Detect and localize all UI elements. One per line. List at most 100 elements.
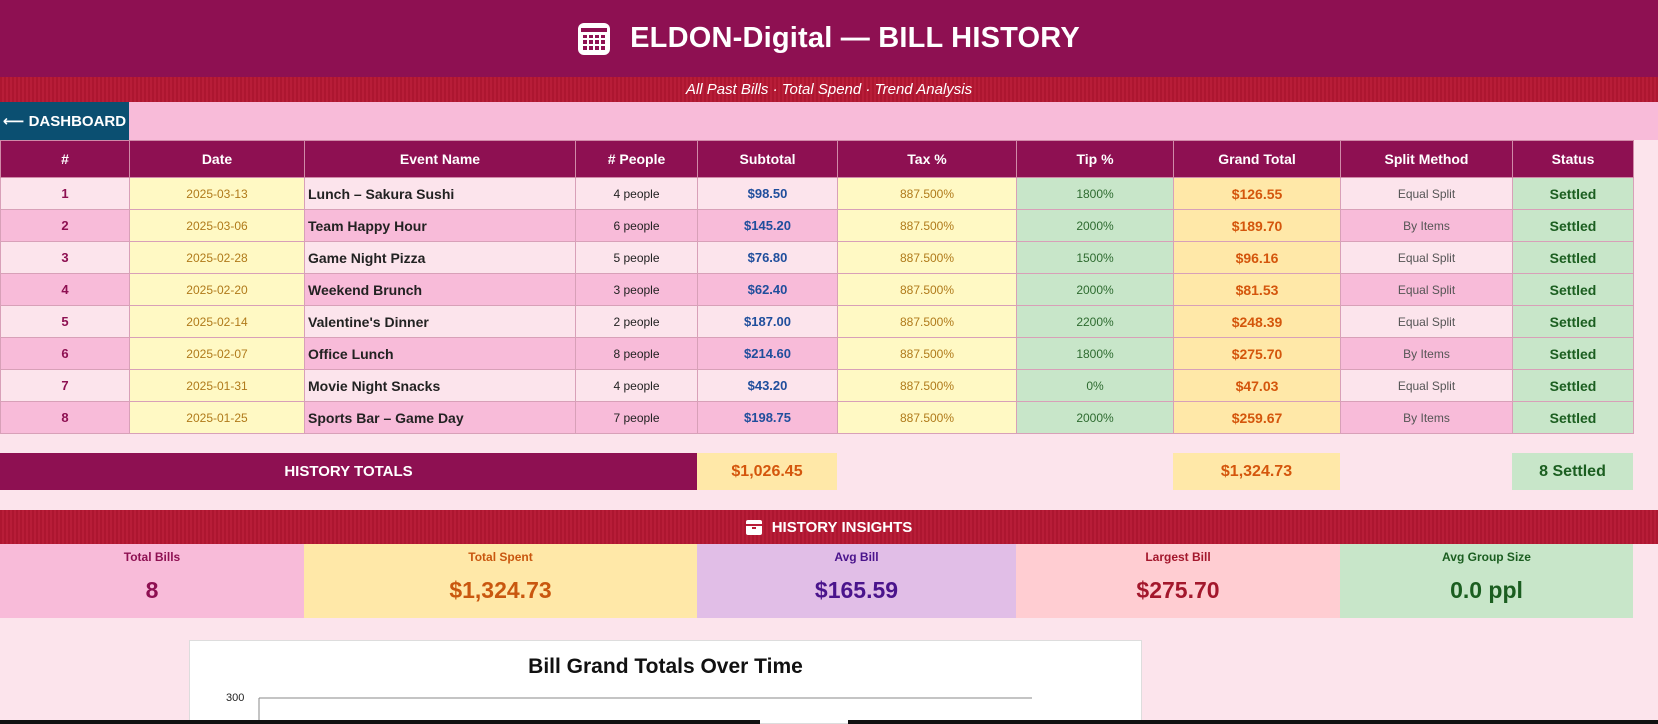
cell-tip[interactable]: 2000% <box>1016 273 1174 306</box>
cell-date[interactable]: 2025-03-06 <box>129 209 305 242</box>
history-totals-label[interactable]: HISTORY TOTALS <box>0 453 697 490</box>
cell-tip[interactable]: 2000% <box>1016 209 1174 242</box>
cell-people[interactable]: 3 people <box>575 273 698 306</box>
col-header-event[interactable]: Event Name <box>304 140 576 178</box>
history-totals-subtotal[interactable]: $1,026.45 <box>697 453 837 490</box>
cell-status[interactable]: Settled <box>1512 305 1634 338</box>
cell-subtotal[interactable]: $76.80 <box>697 241 838 274</box>
table-row[interactable]: 5 2025-02-14 Valentine's Dinner 2 people… <box>0 305 1634 338</box>
kpi-total-bills[interactable]: Total Bills 8 <box>0 544 304 618</box>
cell-people[interactable]: 2 people <box>575 305 698 338</box>
table-row[interactable]: 2 2025-03-06 Team Happy Hour 6 people $1… <box>0 209 1634 242</box>
cell-split-method[interactable]: By Items <box>1340 209 1513 242</box>
cell-tax[interactable]: 887.500% <box>837 177 1017 210</box>
cell-grand-total[interactable]: $47.03 <box>1173 369 1341 402</box>
cell-num[interactable]: 7 <box>0 369 130 402</box>
cell-split-method[interactable]: Equal Split <box>1340 177 1513 210</box>
kpi-avg-bill[interactable]: Avg Bill $165.59 <box>697 544 1016 618</box>
cell-people[interactable]: 4 people <box>575 369 698 402</box>
cell-tip[interactable]: 2000% <box>1016 401 1174 434</box>
cell-event[interactable]: Valentine's Dinner <box>304 305 576 338</box>
cell-grand-total[interactable]: $126.55 <box>1173 177 1341 210</box>
cell-split-method[interactable]: Equal Split <box>1340 369 1513 402</box>
cell-grand-total[interactable]: $248.39 <box>1173 305 1341 338</box>
cell-tax[interactable]: 887.500% <box>837 273 1017 306</box>
cell-people[interactable]: 6 people <box>575 209 698 242</box>
cell-subtotal[interactable]: $214.60 <box>697 337 838 370</box>
cell-people[interactable]: 4 people <box>575 177 698 210</box>
cell-date[interactable]: 2025-02-07 <box>129 337 305 370</box>
col-header-date[interactable]: Date <box>129 140 305 178</box>
cell-grand-total[interactable]: $275.70 <box>1173 337 1341 370</box>
table-row[interactable]: 6 2025-02-07 Office Lunch 8 people $214.… <box>0 337 1634 370</box>
cell-status[interactable]: Settled <box>1512 273 1634 306</box>
col-header-tip[interactable]: Tip % <box>1016 140 1174 178</box>
cell-date[interactable]: 2025-03-13 <box>129 177 305 210</box>
kpi-largest-bill[interactable]: Largest Bill $275.70 <box>1016 544 1340 618</box>
cell-num[interactable]: 4 <box>0 273 130 306</box>
cell-tax[interactable]: 887.500% <box>837 337 1017 370</box>
cell-date[interactable]: 2025-01-31 <box>129 369 305 402</box>
kpi-avg-group-size[interactable]: Avg Group Size 0.0 ppl <box>1340 544 1633 618</box>
cell-subtotal[interactable]: $62.40 <box>697 273 838 306</box>
col-header-status[interactable]: Status <box>1512 140 1634 178</box>
cell-date[interactable]: 2025-02-20 <box>129 273 305 306</box>
cell-grand-total[interactable]: $96.16 <box>1173 241 1341 274</box>
cell-event[interactable]: Movie Night Snacks <box>304 369 576 402</box>
table-row[interactable]: 7 2025-01-31 Movie Night Snacks 4 people… <box>0 369 1634 402</box>
col-header-tax[interactable]: Tax % <box>837 140 1017 178</box>
cell-tax[interactable]: 887.500% <box>837 369 1017 402</box>
cell-subtotal[interactable]: $198.75 <box>697 401 838 434</box>
col-header-grand-total[interactable]: Grand Total <box>1173 140 1341 178</box>
cell-status[interactable]: Settled <box>1512 177 1634 210</box>
history-totals-grand-total[interactable]: $1,324.73 <box>1173 453 1340 490</box>
cell-event[interactable]: Lunch – Sakura Sushi <box>304 177 576 210</box>
cell-status[interactable]: Settled <box>1512 337 1634 370</box>
col-header-subtotal[interactable]: Subtotal <box>697 140 838 178</box>
cell-tip[interactable]: 1800% <box>1016 337 1174 370</box>
cell-event[interactable]: Office Lunch <box>304 337 576 370</box>
cell-grand-total[interactable]: $189.70 <box>1173 209 1341 242</box>
cell-event[interactable]: Weekend Brunch <box>304 273 576 306</box>
cell-num[interactable]: 6 <box>0 337 130 370</box>
cell-tax[interactable]: 887.500% <box>837 401 1017 434</box>
cell-event[interactable]: Sports Bar – Game Day <box>304 401 576 434</box>
cell-subtotal[interactable]: $145.20 <box>697 209 838 242</box>
cell-people[interactable]: 7 people <box>575 401 698 434</box>
cell-event[interactable]: Team Happy Hour <box>304 209 576 242</box>
cell-tax[interactable]: 887.500% <box>837 209 1017 242</box>
cell-status[interactable]: Settled <box>1512 369 1634 402</box>
history-totals-status[interactable]: 8 Settled <box>1512 453 1633 490</box>
cell-split-method[interactable]: Equal Split <box>1340 241 1513 274</box>
cell-split-method[interactable]: By Items <box>1340 401 1513 434</box>
grand-totals-chart[interactable]: Bill Grand Totals Over Time 300 <box>189 640 1142 724</box>
cell-split-method[interactable]: By Items <box>1340 337 1513 370</box>
cell-subtotal[interactable]: $187.00 <box>697 305 838 338</box>
cell-num[interactable]: 5 <box>0 305 130 338</box>
cell-status[interactable]: Settled <box>1512 241 1634 274</box>
table-row[interactable]: 4 2025-02-20 Weekend Brunch 3 people $62… <box>0 273 1634 306</box>
cell-tip[interactable]: 1800% <box>1016 177 1174 210</box>
cell-num[interactable]: 1 <box>0 177 130 210</box>
cell-num[interactable]: 8 <box>0 401 130 434</box>
cell-event[interactable]: Game Night Pizza <box>304 241 576 274</box>
cell-tip[interactable]: 1500% <box>1016 241 1174 274</box>
col-header-people[interactable]: # People <box>575 140 698 178</box>
cell-num[interactable]: 2 <box>0 209 130 242</box>
cell-tax[interactable]: 887.500% <box>837 241 1017 274</box>
cell-subtotal[interactable]: $43.20 <box>697 369 838 402</box>
cell-status[interactable]: Settled <box>1512 209 1634 242</box>
cell-status[interactable]: Settled <box>1512 401 1634 434</box>
cell-date[interactable]: 2025-02-28 <box>129 241 305 274</box>
cell-tax[interactable]: 887.500% <box>837 305 1017 338</box>
cell-grand-total[interactable]: $81.53 <box>1173 273 1341 306</box>
table-row[interactable]: 1 2025-03-13 Lunch – Sakura Sushi 4 peop… <box>0 177 1634 210</box>
cell-people[interactable]: 8 people <box>575 337 698 370</box>
cell-date[interactable]: 2025-01-25 <box>129 401 305 434</box>
cell-date[interactable]: 2025-02-14 <box>129 305 305 338</box>
cell-people[interactable]: 5 people <box>575 241 698 274</box>
cell-num[interactable]: 3 <box>0 241 130 274</box>
table-row[interactable]: 8 2025-01-25 Sports Bar – Game Day 7 peo… <box>0 401 1634 434</box>
cell-subtotal[interactable]: $98.50 <box>697 177 838 210</box>
cell-split-method[interactable]: Equal Split <box>1340 305 1513 338</box>
